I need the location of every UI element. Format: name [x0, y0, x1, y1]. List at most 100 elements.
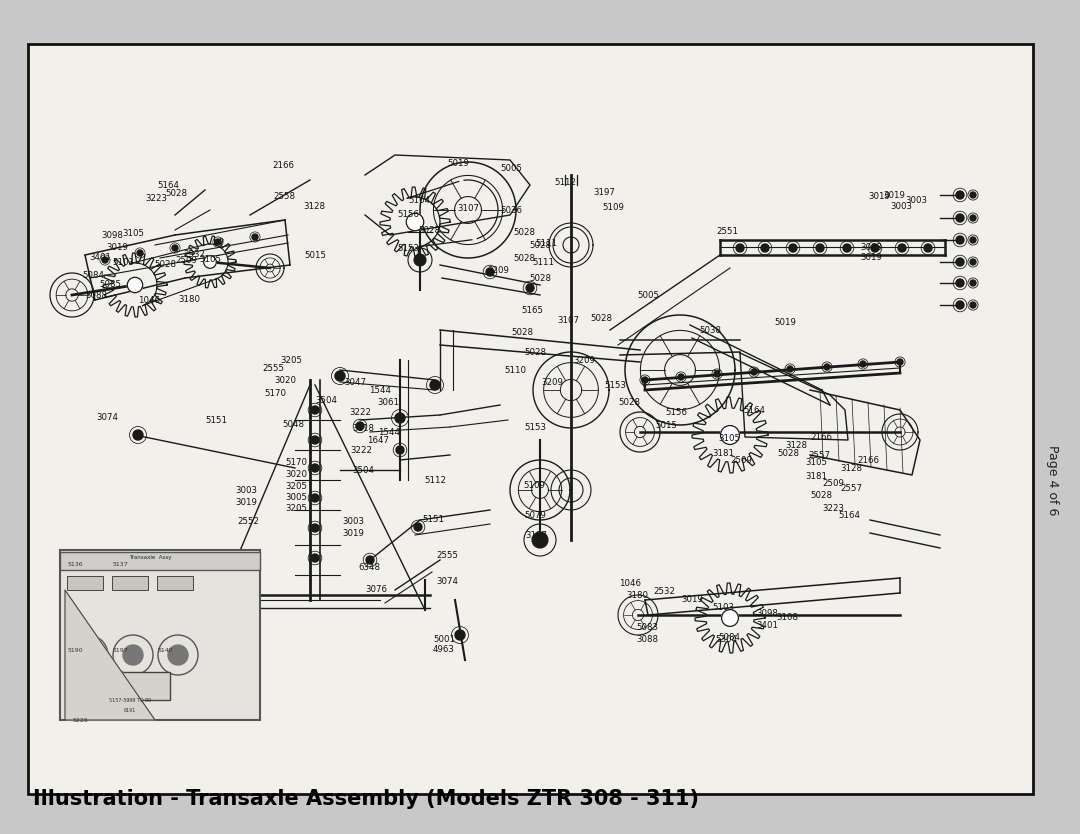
Text: 3003: 3003 [235, 485, 257, 495]
Circle shape [956, 301, 964, 309]
Text: 5153: 5153 [397, 244, 419, 253]
Circle shape [133, 430, 143, 440]
Text: 3223: 3223 [822, 504, 843, 513]
Text: 3098: 3098 [102, 230, 123, 239]
Text: 5028: 5028 [513, 254, 535, 263]
Text: 5001: 5001 [433, 636, 455, 645]
Text: 5085: 5085 [99, 279, 121, 289]
Text: 5170: 5170 [264, 389, 286, 398]
Text: 5005: 5005 [637, 290, 659, 299]
Text: 1544: 1544 [378, 428, 400, 436]
Text: 3020: 3020 [285, 470, 307, 479]
Text: 5170: 5170 [285, 458, 307, 466]
Text: 3019: 3019 [860, 253, 882, 262]
Text: 5015: 5015 [303, 250, 326, 259]
Text: 3020: 3020 [274, 375, 296, 384]
Text: 3019: 3019 [106, 243, 127, 252]
Circle shape [102, 257, 108, 263]
Circle shape [956, 214, 964, 222]
Text: 2509: 2509 [730, 455, 752, 465]
Text: 3105: 3105 [805, 458, 827, 466]
Text: 3003: 3003 [905, 195, 927, 204]
Text: 3105: 3105 [122, 229, 144, 238]
Circle shape [642, 377, 648, 383]
Text: 5038: 5038 [699, 325, 721, 334]
Text: 2555: 2555 [436, 550, 458, 560]
Text: 3197: 3197 [525, 530, 546, 540]
Text: 5103: 5103 [112, 258, 134, 267]
Text: 5028: 5028 [154, 259, 176, 269]
Circle shape [787, 366, 793, 372]
Text: 5028: 5028 [590, 314, 612, 323]
Text: 3005: 3005 [285, 493, 307, 501]
Text: 5019: 5019 [447, 158, 469, 168]
Text: 3181: 3181 [712, 449, 734, 458]
Circle shape [956, 258, 964, 266]
Circle shape [532, 532, 548, 548]
Text: 5153: 5153 [524, 423, 546, 431]
Circle shape [721, 610, 739, 626]
Circle shape [897, 244, 906, 252]
Circle shape [455, 630, 465, 640]
Text: 3222: 3222 [349, 408, 372, 416]
Circle shape [335, 371, 345, 381]
Circle shape [215, 239, 221, 245]
Text: 5156: 5156 [397, 209, 419, 219]
Circle shape [714, 371, 720, 377]
Text: 3088: 3088 [636, 636, 658, 645]
Text: 4963: 4963 [433, 646, 455, 655]
Text: 3128: 3128 [840, 464, 862, 473]
Circle shape [870, 244, 879, 252]
Text: 3019: 3019 [868, 192, 890, 200]
Text: 5028: 5028 [810, 490, 832, 500]
Text: 5084: 5084 [718, 634, 740, 642]
Text: 3019: 3019 [235, 498, 257, 506]
Text: 5112: 5112 [424, 475, 446, 485]
Text: 3209: 3209 [487, 265, 509, 274]
Text: 6191: 6191 [124, 707, 136, 712]
Text: 3088: 3088 [85, 290, 107, 299]
Circle shape [860, 361, 866, 367]
Text: 3118: 3118 [352, 424, 374, 433]
Circle shape [311, 524, 319, 532]
Text: 2552: 2552 [237, 518, 259, 526]
Circle shape [843, 244, 851, 252]
Text: 3074: 3074 [96, 413, 118, 421]
Bar [28, 44, 1032, 794]
Text: 5110: 5110 [504, 365, 526, 374]
Text: 5048: 5048 [282, 420, 303, 429]
Text: 6348: 6348 [357, 564, 380, 572]
Circle shape [311, 436, 319, 444]
Text: 5151: 5151 [205, 415, 227, 425]
Text: 5151: 5151 [422, 515, 444, 525]
Bar [67, 576, 103, 590]
Text: 3003: 3003 [890, 202, 912, 210]
Text: 2558: 2558 [273, 192, 295, 200]
Circle shape [970, 280, 976, 286]
Text: 3180: 3180 [626, 590, 648, 600]
Text: 5226: 5226 [72, 717, 87, 722]
Text: 3019: 3019 [342, 530, 364, 539]
Text: 5028: 5028 [513, 228, 535, 237]
Text: 5028: 5028 [529, 274, 551, 283]
Bar [105, 672, 170, 700]
Text: 5079: 5079 [524, 510, 545, 520]
Text: 3019: 3019 [883, 190, 905, 199]
Circle shape [204, 256, 216, 269]
Circle shape [395, 413, 405, 423]
Text: 3105: 3105 [199, 254, 221, 264]
Circle shape [824, 364, 831, 370]
Circle shape [486, 268, 494, 276]
Circle shape [414, 254, 426, 266]
Circle shape [970, 192, 976, 198]
Text: 5028: 5028 [511, 328, 534, 336]
Text: 3504: 3504 [315, 395, 337, 404]
Circle shape [406, 214, 423, 231]
Text: 5083: 5083 [636, 624, 658, 632]
Text: 5156: 5156 [665, 408, 687, 416]
Circle shape [356, 422, 364, 430]
Text: 5028: 5028 [529, 240, 551, 249]
Text: 3222: 3222 [350, 445, 372, 455]
Text: 5111: 5111 [535, 239, 557, 248]
Text: 5164: 5164 [157, 180, 179, 189]
